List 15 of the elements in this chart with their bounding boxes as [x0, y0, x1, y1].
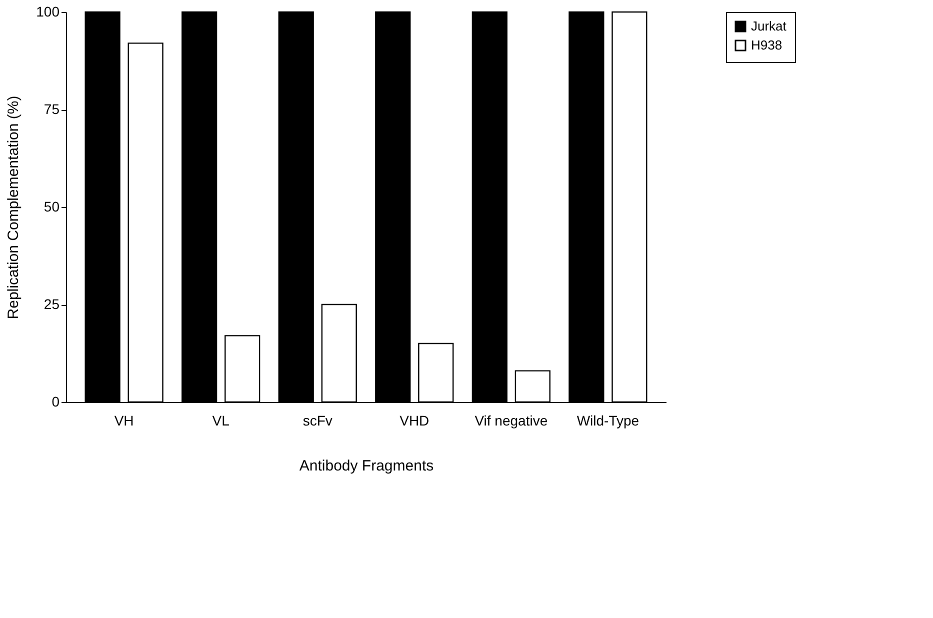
y-tick-label: 75 — [44, 101, 60, 117]
x-tick-label: VH — [114, 412, 134, 428]
legend-label: H938 — [751, 38, 782, 52]
y-tick-label: 0 — [52, 394, 60, 410]
y-tick-label: 25 — [44, 296, 60, 312]
y-tick-label: 50 — [44, 198, 60, 214]
y-tick-label: 100 — [36, 4, 60, 20]
x-tick-label: VL — [212, 412, 230, 428]
x-tick-label: VHD — [400, 412, 430, 428]
legend-label: Jurkat — [751, 18, 787, 34]
x-axis-title: Antibody Fragments — [299, 458, 434, 474]
x-tick-label: Wild-Type — [576, 412, 640, 428]
x-tick-label: scFv — [302, 412, 332, 428]
y-axis-title: Replication Complementation (%) — [5, 96, 22, 320]
x-tick-label: Vif negative — [474, 412, 548, 428]
